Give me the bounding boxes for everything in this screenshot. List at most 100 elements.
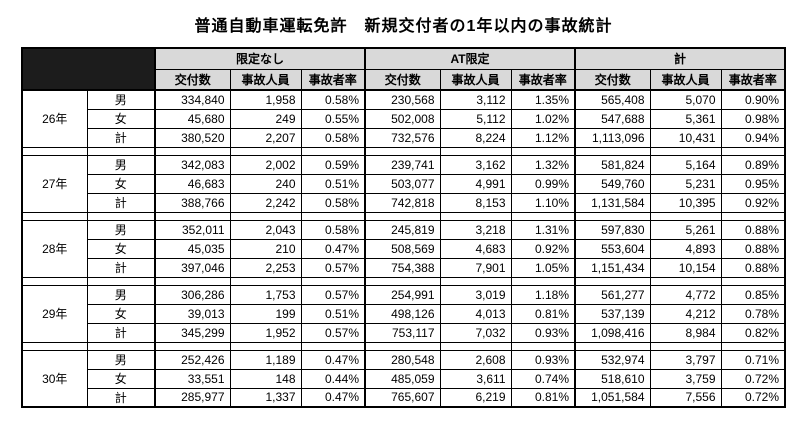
spacer-cell [300,146,366,156]
row-label: 女 [86,238,156,259]
column-group-at-limited: AT限定 [364,47,576,70]
spacer-cell [154,276,231,286]
table-row: 計 380,520 2,207 0.58% 732,576 8,224 1.12% 1,113… [22,127,786,148]
spacer-cell [229,341,302,351]
spacer-cell [21,211,88,221]
value-cell: 285,977 [154,387,231,408]
spacer-cell [720,146,786,156]
value-cell: 33,551 [154,368,231,389]
value-cell: 0.72% [720,368,786,389]
row-label: 計 [86,257,156,278]
spacer-cell [574,211,651,221]
sub-header-accident-rate: 事故者率 [510,68,576,91]
value-cell: 0.71% [720,349,786,370]
spacer-cell [364,276,441,286]
value-cell: 8,984 [649,322,722,343]
table-row: 30年男 252,426 1,189 0.47% 280,548 2,608 0.93% 53… [21,349,786,408]
table-row: 26年男 334,840 1,958 0.58% 230,568 3,112 1.35% 56… [21,89,786,148]
value-cell: 10,154 [649,257,722,278]
table-row: 女 39,013 199 0.51% 498,126 4,013 0.81% 537,139 4… [22,303,786,324]
value-cell: 502,008 [364,108,441,129]
value-cell: 0.88% [720,219,786,240]
value-cell: 342,083 [154,154,231,175]
value-cell: 561,277 [574,284,651,305]
year-label: 30年 [21,349,88,408]
sub-header-issued: 交付数 [364,68,441,91]
row-label: 男 [86,89,156,110]
page: 普通自動車運転免許 新規交付者の1年以内の事故統計 限定なし AT限定 計 交付… [21,18,786,408]
row-label: 計 [86,387,156,408]
spacer-cell [21,276,88,286]
spacer-cell [720,211,786,221]
value-cell: 0.47% [300,349,366,370]
row-label: 男 [86,349,156,370]
value-cell: 1,337 [229,387,302,408]
value-cell: 352,011 [154,219,231,240]
value-cell: 0.58% [300,127,366,148]
statistics-table: 限定なし AT限定 計 交付数 事故人員 事故者率 交付数 事故人員 事故者率 … [21,47,786,408]
value-cell: 597,830 [574,219,651,240]
spacer-cell [574,146,651,156]
value-cell: 3,019 [439,284,512,305]
value-cell: 0.58% [300,89,366,110]
table-row: 女 33,551 148 0.44% 485,059 3,611 0.74% 518,610 3… [22,368,786,389]
value-cell: 1,952 [229,322,302,343]
value-cell: 7,556 [649,387,722,408]
value-cell: 5,231 [649,173,722,194]
value-cell: 240 [229,173,302,194]
value-cell: 5,112 [439,108,512,129]
spacer-cell [439,211,512,221]
spacer-cell [154,341,231,351]
spacer-cell [649,341,722,351]
value-cell: 1,189 [229,349,302,370]
spacer-cell [86,276,156,286]
value-cell: 2,207 [229,127,302,148]
sub-header-accident-persons: 事故人員 [229,68,302,91]
spacer-cell [439,146,512,156]
value-cell: 0.85% [720,284,786,305]
value-cell: 388,766 [154,192,231,213]
value-cell: 1.32% [510,154,576,175]
value-cell: 1,051,584 [574,387,651,408]
value-cell: 2,043 [229,219,302,240]
row-label: 計 [86,192,156,213]
spacer-cell [300,276,366,286]
value-cell: 0.82% [720,322,786,343]
value-cell: 3,759 [649,368,722,389]
value-cell: 380,520 [154,127,231,148]
value-cell: 0.90% [720,89,786,110]
value-cell: 0.58% [300,192,366,213]
row-label: 女 [86,368,156,389]
value-cell: 0.98% [720,108,786,129]
row-label: 男 [86,284,156,305]
value-cell: 1,098,416 [574,322,651,343]
value-cell: 498,126 [364,303,441,324]
value-cell: 549,760 [574,173,651,194]
value-cell: 581,824 [574,154,651,175]
value-cell: 0.72% [720,387,786,408]
value-cell: 532,974 [574,349,651,370]
spacer-cell [229,276,302,286]
row-label: 女 [86,173,156,194]
table-body: 26年男 334,840 1,958 0.58% 230,568 3,112 1.35% 56… [21,89,786,408]
table-row: 計 345,299 1,952 0.57% 753,117 7,032 0.93% 1,098… [22,322,786,343]
value-cell: 518,610 [574,368,651,389]
value-cell: 4,772 [649,284,722,305]
value-cell: 1.31% [510,219,576,240]
value-cell: 0.57% [300,322,366,343]
value-cell: 5,164 [649,154,722,175]
spacer-cell [229,146,302,156]
value-cell: 1.05% [510,257,576,278]
value-cell: 742,818 [364,192,441,213]
value-cell: 0.88% [720,238,786,259]
spacer-cell [574,341,651,351]
value-cell: 7,032 [439,322,512,343]
value-cell: 485,059 [364,368,441,389]
value-cell: 0.57% [300,284,366,305]
value-cell: 0.95% [720,173,786,194]
table-row: 女 46,683 240 0.51% 503,077 4,991 0.99% 549,760 5… [22,173,786,194]
value-cell: 1.35% [510,89,576,110]
value-cell: 1.02% [510,108,576,129]
spacer-cell [574,276,651,286]
table-row: 28年男 352,011 2,043 0.58% 245,819 3,218 1.31% 59… [21,219,786,278]
